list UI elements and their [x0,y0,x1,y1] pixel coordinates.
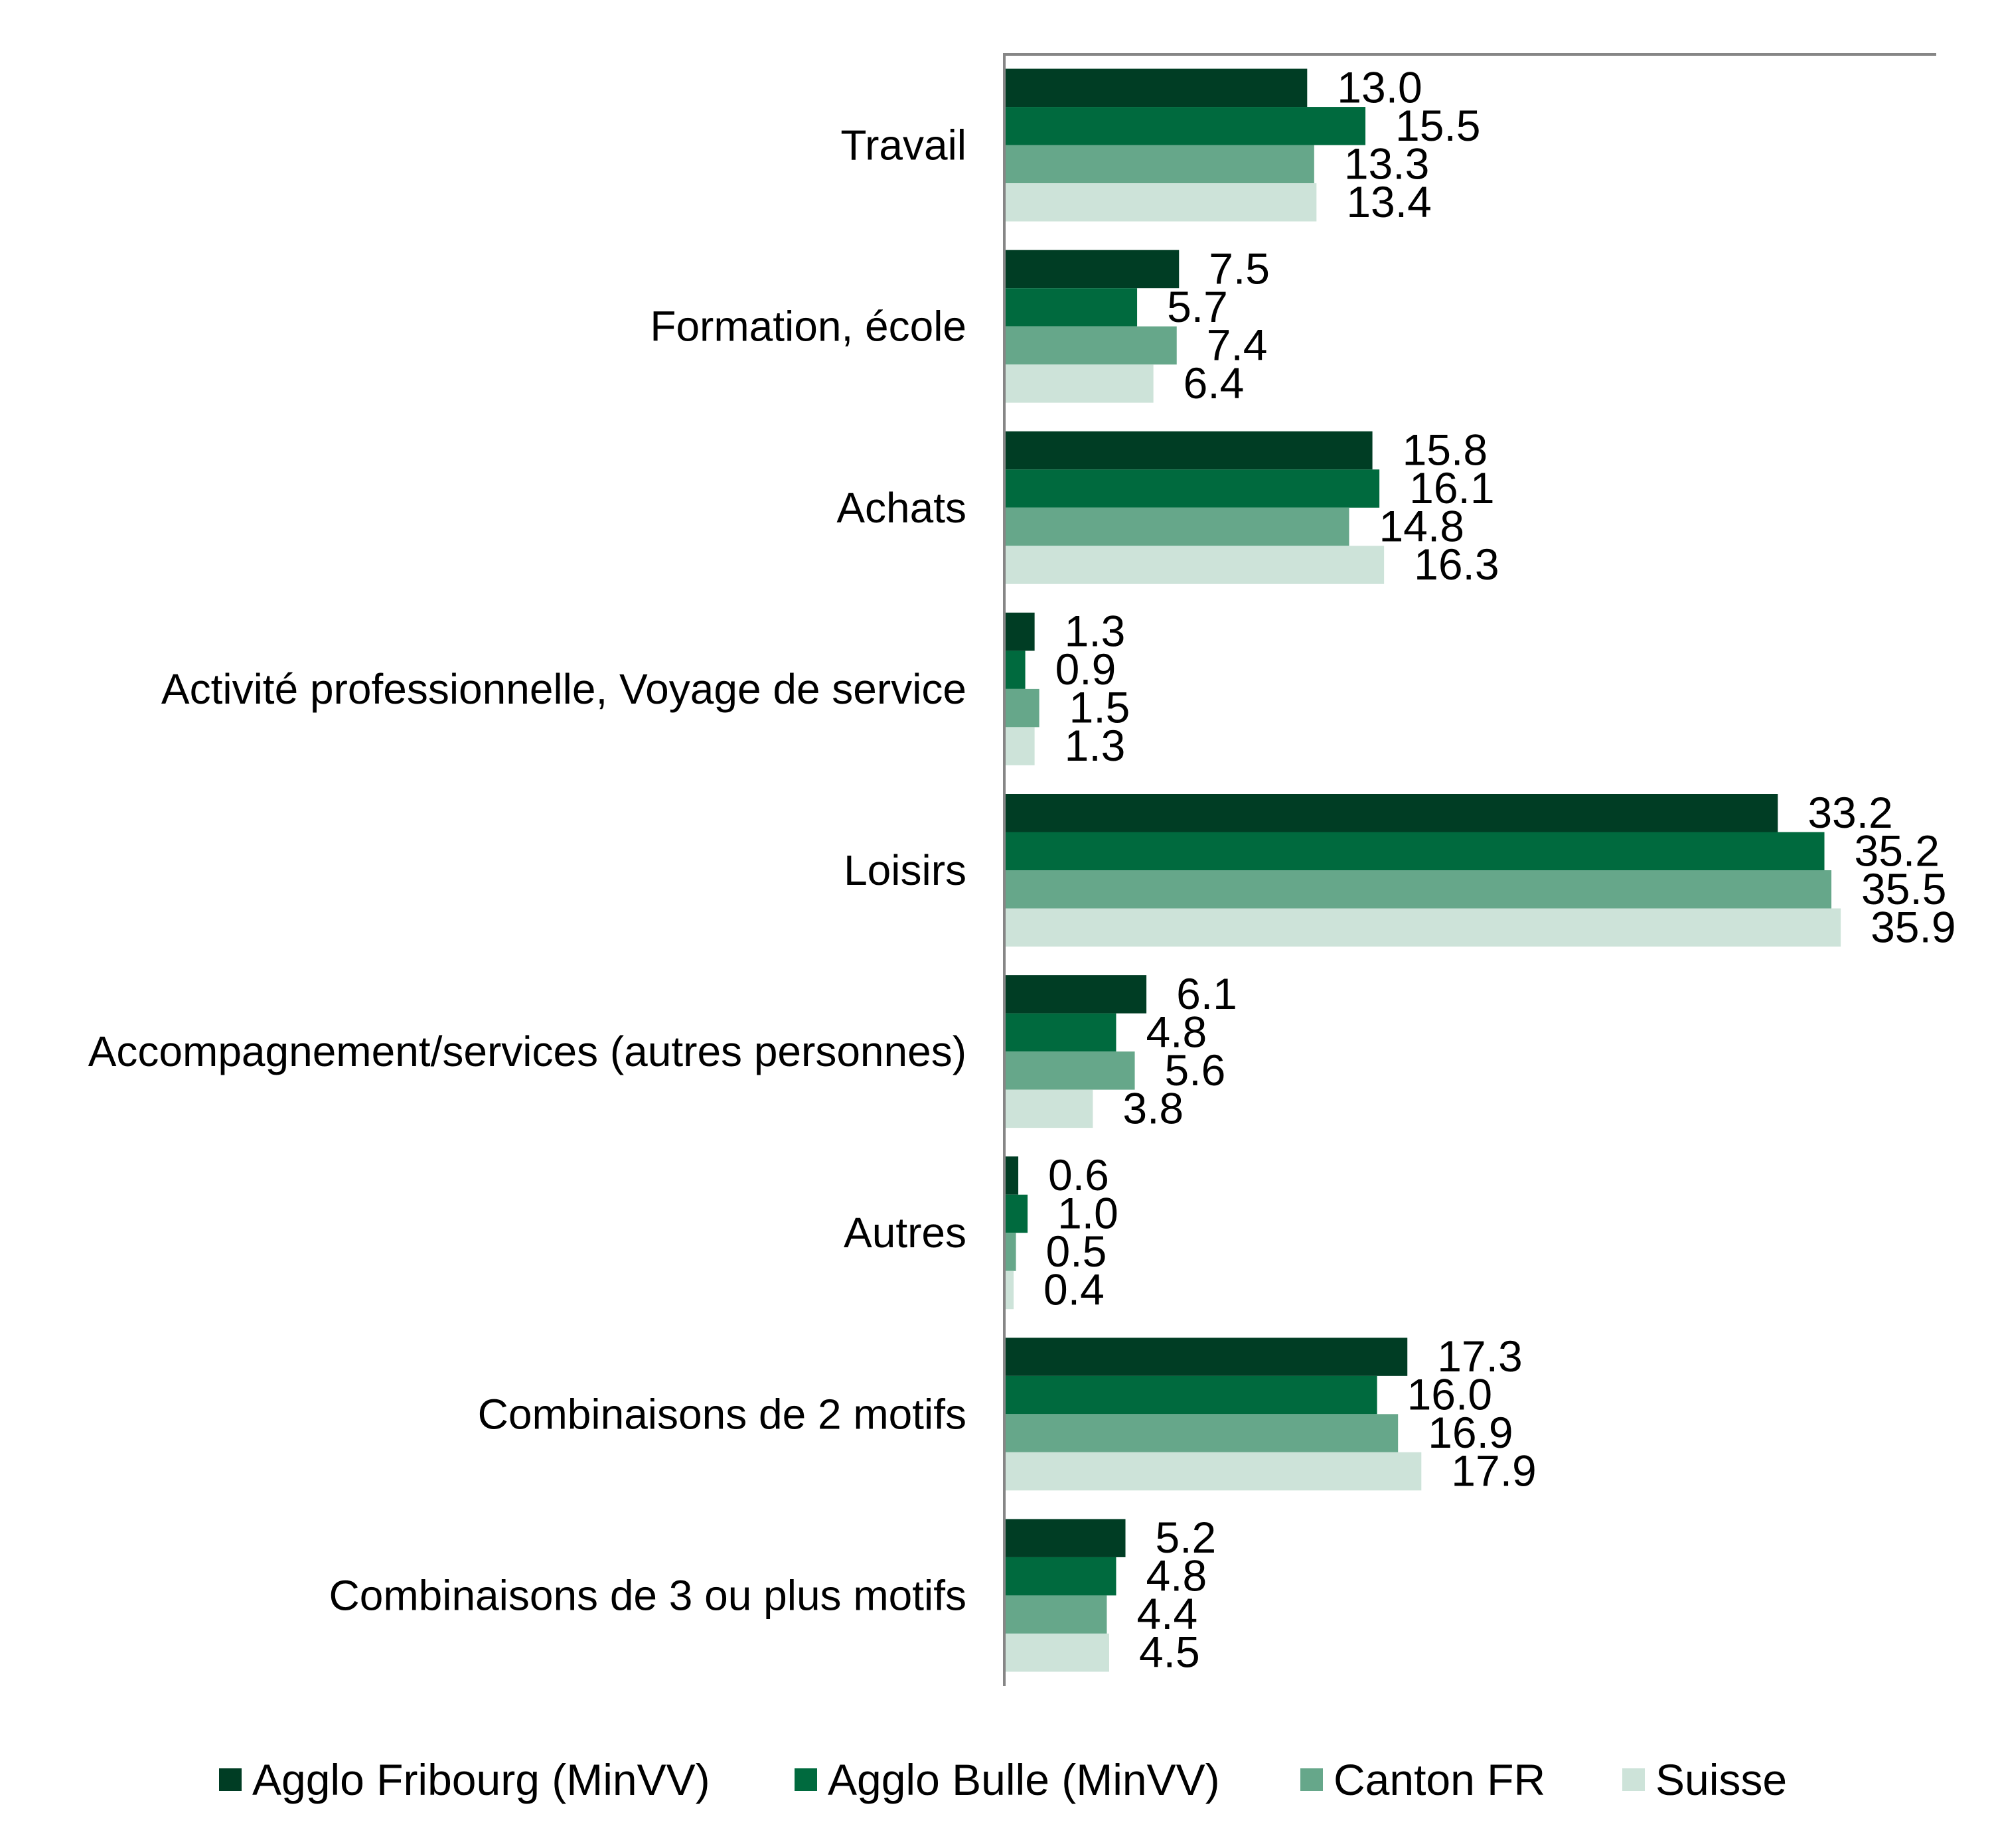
legend-label: Agglo Fribourg (MinVV) [252,1755,710,1804]
bar [1006,469,1380,508]
data-label: 4.4 [1136,1589,1197,1638]
data-label: 0.4 [1043,1265,1105,1314]
data-label: 0.6 [1048,1150,1109,1199]
bar [1006,612,1035,651]
bar [1006,145,1314,184]
bar [1006,1051,1135,1090]
legend-swatch [1300,1768,1323,1791]
data-label: 35.2 [1855,826,1940,875]
legend-item: Agglo Bulle (MinVV) [795,1755,1220,1804]
data-label: 5.2 [1156,1513,1217,1562]
legend-swatch [1622,1768,1645,1791]
bar [1006,1233,1016,1271]
data-label: 17.3 [1437,1332,1522,1381]
data-label: 6.1 [1176,969,1237,1018]
legend-label: Suisse [1655,1755,1787,1804]
category-label: Accompagnement/services (autres personne… [88,1028,966,1075]
bar [1006,326,1177,365]
data-label: 5.7 [1167,282,1228,331]
legend-swatch [795,1768,817,1791]
value-labels-layer: 13.015.513.313.4 7.55.77.46.4 15.816.114.8… [1043,62,1956,1676]
data-label: 33.2 [1807,788,1892,837]
data-label: 16.1 [1409,463,1494,512]
bar [1006,546,1385,584]
category-label: Achats [836,484,966,532]
bar [1006,288,1138,327]
bar [1006,1013,1116,1052]
category-labels-layer: Travail Formation, école Achats Activité pr… [88,121,966,1620]
bar [1006,1414,1399,1452]
data-label: 5.6 [1165,1045,1226,1095]
legend-item: Suisse [1622,1755,1787,1804]
bar [1006,1375,1377,1415]
data-label: 1.3 [1065,721,1126,770]
data-label: 4.8 [1146,1551,1207,1600]
bar [1006,507,1349,546]
data-label: 35.5 [1861,864,1946,913]
bar [1006,1156,1019,1195]
data-label: 15.8 [1403,425,1488,475]
bar [1006,107,1366,145]
data-label: 0.9 [1055,645,1116,694]
bar [1006,794,1778,832]
data-label: 14.8 [1379,502,1464,551]
bar [1006,1194,1028,1233]
bar [1006,1557,1116,1596]
category-label: Travail [840,121,966,169]
category-label: Loisirs [844,846,966,894]
legend-item: Agglo Fribourg (MinVV) [219,1755,710,1804]
data-label: 0.5 [1046,1227,1107,1276]
data-label: 6.4 [1184,358,1245,408]
data-label: 13.0 [1337,62,1422,112]
category-label: Combinaisons de 3 ou plus motifs [329,1571,967,1619]
bar [1006,1338,1408,1376]
bar [1006,183,1317,222]
bar [1006,651,1026,689]
data-label: 16.3 [1414,540,1499,589]
data-label: 16.0 [1407,1370,1492,1419]
data-label: 1.5 [1069,683,1130,732]
bar [1006,1452,1422,1491]
bar [1006,364,1154,403]
bar [1006,250,1180,289]
data-label: 13.4 [1346,177,1431,226]
category-label: Formation, école [650,303,966,350]
category-label: Activité professionnelle, Voyage de serv… [161,665,966,713]
bar [1006,688,1039,728]
bar [1006,1519,1126,1557]
bar [1006,832,1825,870]
bar [1006,975,1147,1014]
data-label: 4.5 [1139,1628,1200,1677]
legend-swatch [219,1768,242,1791]
bar [1006,431,1373,470]
data-label: 17.9 [1451,1446,1536,1496]
data-label: 4.8 [1146,1007,1207,1056]
data-label: 1.3 [1065,607,1126,656]
legend-item: Canton FR [1300,1755,1545,1804]
bar [1006,1633,1109,1672]
data-label: 7.5 [1209,244,1270,293]
data-label: 16.9 [1428,1408,1513,1457]
bar [1006,908,1841,947]
bar [1006,1089,1093,1128]
bar [1006,1595,1107,1634]
bar [1006,68,1308,108]
data-label: 7.4 [1207,320,1268,369]
data-label: 35.9 [1871,902,1955,951]
data-label: 13.3 [1344,139,1429,188]
bar [1006,1270,1014,1310]
bars-layer [1006,68,1841,1672]
data-label: 1.0 [1057,1188,1118,1237]
category-label: Autres [844,1209,966,1257]
bar [1006,870,1832,909]
category-label: Combinaisons de 2 motifs [478,1390,966,1438]
data-label: 3.8 [1122,1083,1184,1132]
legend: Agglo Fribourg (MinVV) Agglo Bulle (MinVV… [219,1755,1787,1804]
data-label: 15.5 [1395,101,1480,150]
legend-label: Canton FR [1334,1755,1545,1804]
legend-label: Agglo Bulle (MinVV) [828,1755,1220,1804]
bar [1006,727,1035,765]
